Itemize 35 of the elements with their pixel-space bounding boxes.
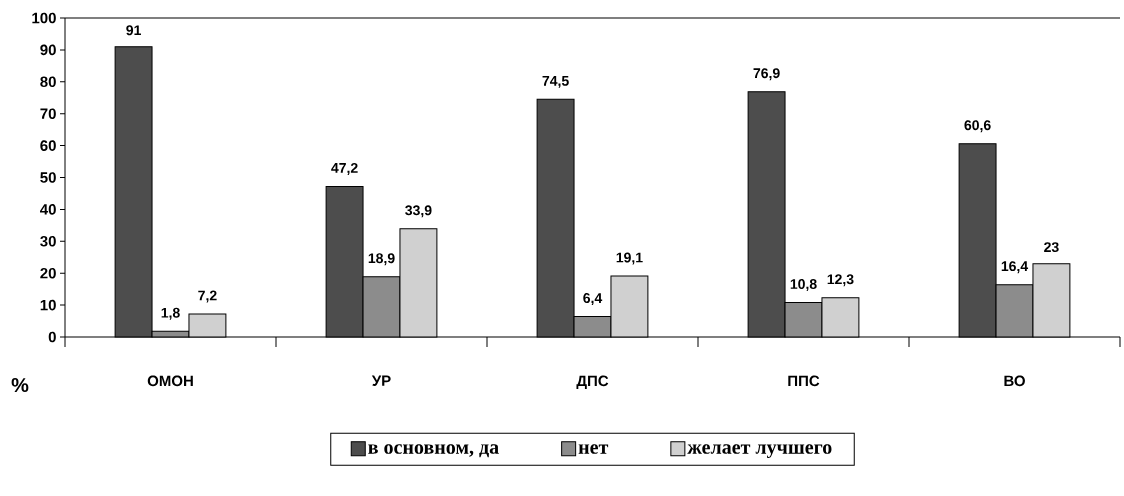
y-tick-label: 50 (40, 172, 56, 183)
data-label: 33,9 (405, 205, 432, 218)
data-label: 18,9 (368, 253, 395, 266)
legend-label: желает лучшего (687, 444, 832, 458)
y-tick-label: 10 (40, 299, 56, 311)
data-label: 19,1 (616, 252, 643, 265)
data-label: 76,9 (753, 68, 780, 81)
y-tick-label: 100 (32, 12, 56, 24)
y-tick-label: 20 (40, 267, 56, 279)
data-label: 6,4 (583, 293, 603, 306)
legend-label: в основном, да (368, 444, 499, 458)
data-label: 16,4 (1001, 261, 1029, 274)
data-label: 7,2 (198, 290, 217, 303)
x-tick-label: ВО (1004, 375, 1025, 387)
legend-label: нет (578, 444, 609, 454)
x-tick-label: ОМОН (147, 375, 193, 387)
x-tick-label: ППС (788, 375, 820, 387)
y-tick-label: 80 (40, 76, 56, 88)
data-label: 47,2 (331, 162, 358, 175)
y-axis-title: % (11, 377, 29, 393)
x-tick-label: ДПС (576, 375, 609, 389)
data-label: 12,3 (827, 274, 854, 287)
y-tick-label: 0 (48, 331, 56, 343)
y-tick-label: 60 (40, 140, 56, 151)
x-tick-label: УР (371, 375, 391, 386)
data-label: 91 (126, 25, 141, 36)
y-tick-label: 90 (40, 44, 56, 56)
y-tick-label: 40 (40, 204, 56, 215)
y-tick-label: 30 (40, 235, 56, 247)
data-label: 74,5 (542, 76, 569, 88)
data-label: 23 (1044, 242, 1059, 253)
data-label: 10,8 (790, 279, 817, 292)
y-tick-label: 70 (40, 108, 56, 119)
data-label: 60,6 (964, 120, 991, 133)
data-label: 1,8 (161, 307, 180, 320)
